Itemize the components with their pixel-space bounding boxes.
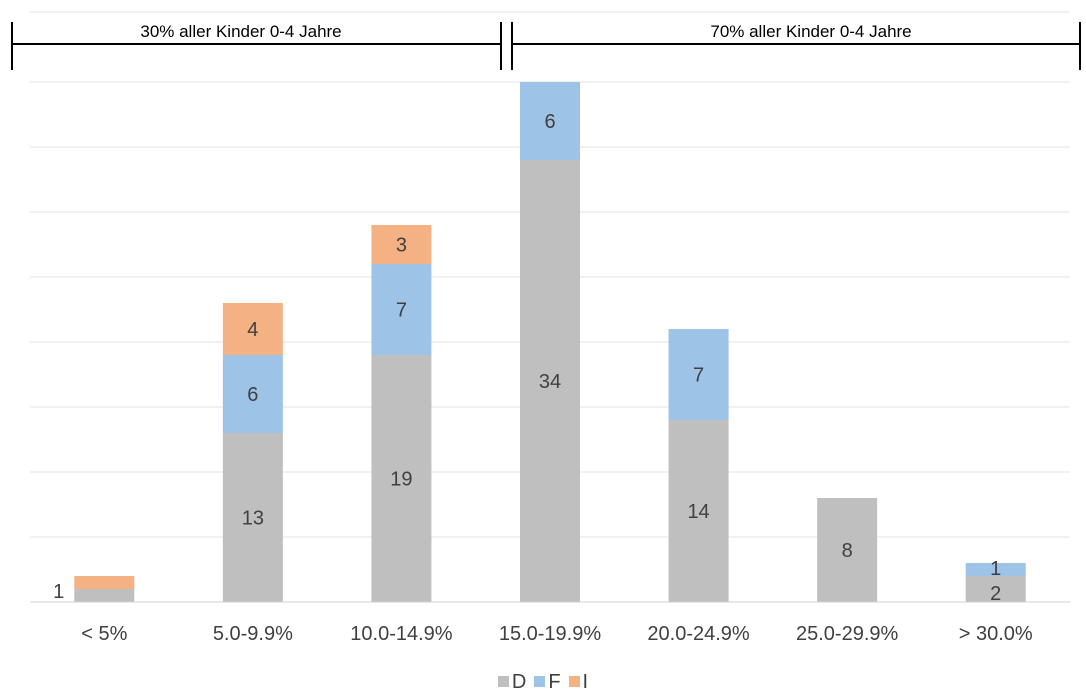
x-tick-label: < 5% <box>81 623 127 645</box>
data-label-f: 6 <box>247 384 258 406</box>
legend-item-f: F <box>534 671 561 694</box>
legend-swatch <box>568 676 580 687</box>
data-label-d: 14 <box>687 501 709 523</box>
x-tick-label: > 30.0% <box>959 623 1033 645</box>
data-label-d: 2 <box>990 583 1001 605</box>
x-tick-label: 20.0-24.9% <box>647 623 750 645</box>
legend-swatch <box>534 676 546 687</box>
data-label-d: 19 <box>390 469 412 491</box>
bar-d <box>74 589 135 602</box>
bar-f <box>371 264 432 355</box>
value-labels: 1 13 6 4 19 7 3 34 6 14 7 8 2 1 <box>53 111 1001 605</box>
bracket-label: 30% aller Kinder 0-4 Jahre <box>140 22 341 41</box>
bar-d <box>222 433 283 602</box>
bar-f <box>668 329 729 420</box>
data-label-d: 1 <box>53 581 64 603</box>
data-label-f: 6 <box>544 111 555 133</box>
data-label-d: 8 <box>842 540 853 562</box>
data-label-i: 4 <box>247 319 258 341</box>
data-label-f: 7 <box>396 300 407 322</box>
bar-d <box>668 420 729 602</box>
bars <box>74 82 1026 602</box>
bar-f <box>965 563 1026 576</box>
bar-i <box>222 303 283 355</box>
data-label-d: 34 <box>539 371 561 393</box>
x-tick-label: 25.0-29.9% <box>796 623 899 645</box>
bar-d <box>371 355 432 602</box>
bracket-label: 70% aller Kinder 0-4 Jahre <box>710 22 911 41</box>
legend-item-d: D <box>497 671 527 694</box>
data-label-f: 7 <box>693 365 704 387</box>
data-label-f: 1 <box>990 558 1001 580</box>
legend-item-i: I <box>568 671 589 694</box>
data-label-d: 13 <box>242 508 264 530</box>
bar-i <box>371 225 432 264</box>
x-axis: < 5% 5.0-9.9% 10.0-14.9% 15.0-19.9% 20.0-24.… <box>30 601 1070 645</box>
bar-d <box>965 576 1026 602</box>
brackets: 30% aller Kinder 0-4 Jahre 70% aller Kind… <box>11 11 1081 70</box>
legend-swatch <box>497 676 509 687</box>
bar-i <box>74 576 135 589</box>
bar-f <box>222 355 283 433</box>
bar-d <box>520 160 580 602</box>
legend-label: I <box>582 671 589 693</box>
data-label-i: 3 <box>396 235 407 257</box>
bar-f <box>520 82 580 160</box>
bar-d <box>817 498 878 602</box>
legend-label: D <box>511 671 527 693</box>
x-tick-label: 15.0-19.9% <box>499 623 602 645</box>
x-tick-label: 5.0-9.9% <box>213 623 293 645</box>
x-tick-label: 10.0-14.9% <box>350 623 453 645</box>
legend-label: F <box>548 671 561 693</box>
